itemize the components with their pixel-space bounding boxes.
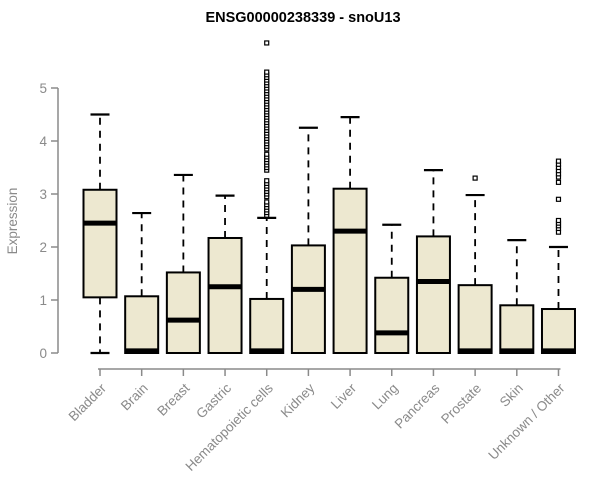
y-tick-label: 1 <box>39 293 47 308</box>
y-tick-label: 4 <box>39 134 47 149</box>
box-10 <box>499 304 535 354</box>
x-tick-label: Kidney <box>278 380 318 420</box>
outlier-point <box>264 199 270 205</box>
y-tick-label: 3 <box>39 187 47 202</box>
x-tick-label: Breast <box>154 380 192 418</box>
box-2 <box>165 271 201 354</box>
box-6 <box>332 187 368 354</box>
box-4 <box>249 297 285 355</box>
box-5 <box>290 244 326 354</box>
y-axis-title: Expression <box>5 188 20 255</box>
outlier-point <box>555 158 562 164</box>
outlier-point <box>264 178 270 184</box>
chart-title: ENSG00000238339 - snoU13 <box>205 10 400 26</box>
y-tick-label: 0 <box>39 346 47 361</box>
x-tick-label: Lung <box>369 381 401 413</box>
box-3 <box>207 236 243 355</box>
box-9 <box>457 284 493 354</box>
x-tick-label: Prostate <box>438 381 484 427</box>
box-11 <box>540 308 576 355</box>
x-tick-label: Liver <box>328 380 360 412</box>
outlier-point <box>555 179 562 185</box>
outlier-point <box>264 40 270 46</box>
outlier-point <box>264 151 270 157</box>
x-tick-label: Bladder <box>66 380 110 424</box>
outlier-point <box>472 175 478 181</box>
box-0 <box>82 188 118 299</box>
y-tick-label: 5 <box>39 81 47 96</box>
x-tick-label: Brain <box>118 381 151 414</box>
x-tick-label: Pancreas <box>392 380 443 431</box>
outlier-point <box>555 196 562 202</box>
box-1 <box>124 295 160 355</box>
box-7 <box>374 276 410 354</box>
y-tick-label: 2 <box>39 240 47 255</box>
outlier-point <box>264 69 270 75</box>
x-tick-label: Unknown / Other <box>485 380 568 463</box>
x-tick-label: Gastric <box>193 380 234 421</box>
outlier-point <box>555 217 562 224</box>
x-tick-label: Skin <box>497 381 526 410</box>
box-8 <box>415 235 451 354</box>
